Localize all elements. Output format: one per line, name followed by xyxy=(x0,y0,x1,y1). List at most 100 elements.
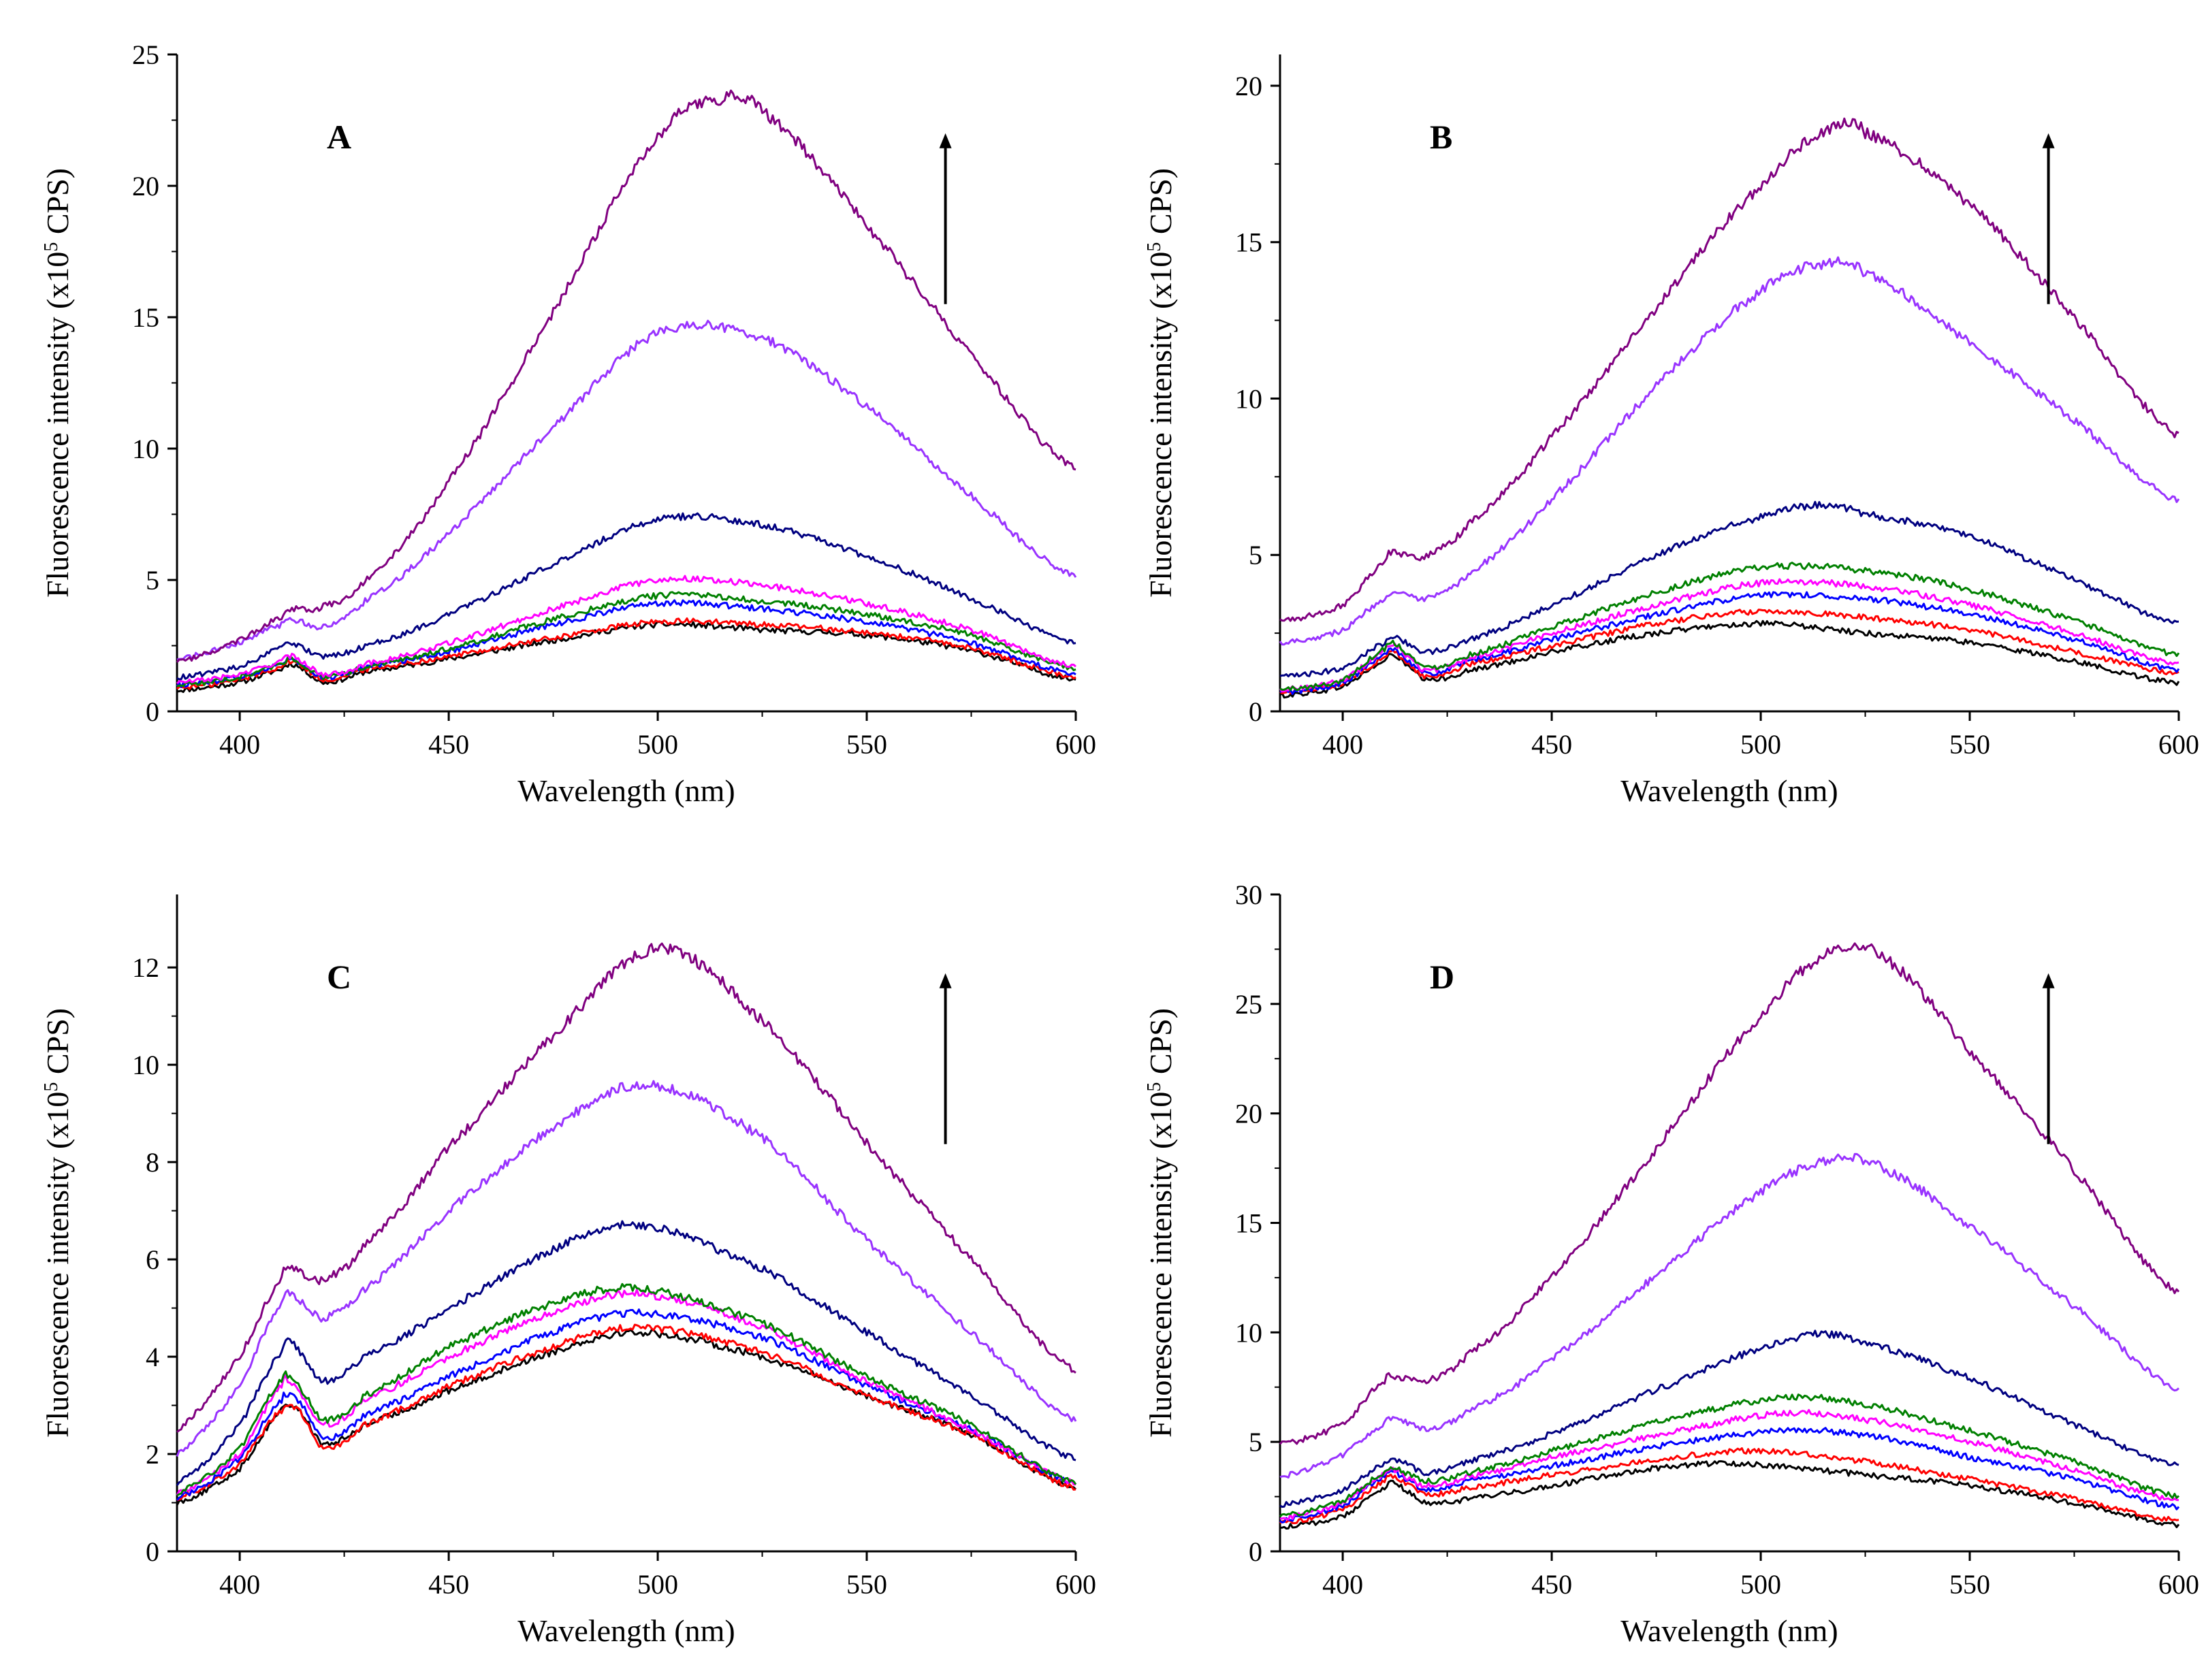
panel-d: 400 450 500 550 600 0 5 10 15 20 25 30 Wavelength (n… xyxy=(1103,840,2206,1680)
y-tick-label: 10 xyxy=(1235,1317,1262,1348)
panel-letter: C xyxy=(327,958,351,996)
y-tick-label: 10 xyxy=(1235,383,1262,414)
series-line-green xyxy=(176,591,1076,688)
y-tick-label: 30 xyxy=(1235,879,1262,910)
panel-letter: B xyxy=(1430,118,1452,156)
x-tick-label: 450 xyxy=(1531,1569,1572,1600)
panel-a: 400 450 500 550 600 0 5 10 15 20 25 Wavelength (nm)… xyxy=(0,0,1103,840)
x-axis-title: Wavelength (nm) xyxy=(517,773,735,808)
y-tick-label: 8 xyxy=(146,1147,159,1178)
chart-svg: 400 450 500 550 600 0 5 10 15 20 Wavelength (nm) Fl… xyxy=(1143,54,2199,808)
x-tick-label: 500 xyxy=(1740,1569,1781,1600)
trend-arrow-up-icon xyxy=(2042,973,2055,988)
y-tick-label: 4 xyxy=(146,1342,159,1372)
x-tick-label: 400 xyxy=(219,729,260,760)
x-tick-label: 550 xyxy=(846,729,887,760)
series-line-violet xyxy=(176,319,1077,661)
series-line-violet xyxy=(1279,1152,2179,1479)
y-tick-label: 10 xyxy=(132,434,159,464)
trend-arrow-up-icon xyxy=(939,133,952,148)
x-tick-label: 550 xyxy=(846,1569,887,1600)
y-tick-label: 5 xyxy=(1249,540,1262,570)
x-tick-label: 600 xyxy=(1055,1569,1096,1600)
series-line-green xyxy=(176,1282,1077,1496)
trend-arrow-up-icon xyxy=(939,973,952,988)
series-line-green xyxy=(1279,562,2180,692)
chart-svg: 400 450 500 550 600 0 5 10 15 20 25 Wavelength (nm)… xyxy=(40,39,1096,808)
x-tick-label: 450 xyxy=(428,729,469,760)
x-tick-label: 550 xyxy=(1949,729,1990,760)
series-line-green xyxy=(1279,1393,2180,1517)
y-axis-title: Fluorescence intensity (x105 CPS) xyxy=(40,168,75,598)
y-tick-label: 0 xyxy=(146,696,159,727)
x-tick-label: 400 xyxy=(1322,1569,1363,1600)
chart-svg: 400 450 500 550 600 0 5 10 15 20 25 30 Wavelength (n… xyxy=(1143,879,2199,1648)
series-line-magenta xyxy=(1279,578,2179,693)
y-tick-label: 12 xyxy=(132,952,159,983)
series-line-blue xyxy=(1279,1427,2180,1523)
x-tick-label: 450 xyxy=(1531,729,1572,760)
series-line-navy xyxy=(1279,500,2179,678)
series-line-red xyxy=(176,1323,1076,1502)
y-tick-label: 10 xyxy=(132,1050,159,1080)
x-tick-label: 500 xyxy=(1740,729,1781,760)
series-line-purple xyxy=(176,942,1076,1433)
series-line-navy xyxy=(176,512,1076,681)
x-tick-label: 600 xyxy=(1055,729,1096,760)
series-line-navy xyxy=(176,1220,1076,1487)
series-line-black xyxy=(176,621,1076,693)
x-tick-label: 400 xyxy=(1322,729,1363,760)
x-tick-label: 450 xyxy=(428,1569,469,1600)
x-tick-label: 600 xyxy=(2158,729,2199,760)
y-tick-label: 15 xyxy=(132,302,159,333)
y-tick-label: 6 xyxy=(146,1244,159,1275)
y-tick-label: 0 xyxy=(1249,696,1262,727)
x-axis-title: Wavelength (nm) xyxy=(1620,1613,1838,1648)
y-tick-label: 20 xyxy=(1235,71,1262,101)
y-tick-label: 0 xyxy=(146,1536,159,1567)
panel-letter: A xyxy=(327,118,351,156)
x-tick-label: 400 xyxy=(219,1569,260,1600)
series-line-purple xyxy=(176,89,1076,663)
series-line-magenta xyxy=(176,1289,1076,1496)
x-axis-title: Wavelength (nm) xyxy=(517,1613,735,1648)
series-line-violet xyxy=(176,1080,1077,1457)
x-tick-label: 600 xyxy=(2158,1569,2199,1600)
y-tick-label: 20 xyxy=(132,171,159,201)
y-tick-label: 20 xyxy=(1235,1099,1262,1129)
x-tick-label: 550 xyxy=(1949,1569,1990,1600)
y-tick-label: 5 xyxy=(146,565,159,596)
series-line-red xyxy=(1279,609,2179,695)
y-tick-label: 2 xyxy=(146,1439,159,1470)
series-line-blue xyxy=(1279,591,2180,695)
series-line-purple xyxy=(1279,942,2180,1445)
series-line-violet xyxy=(1279,256,2180,646)
series-line-magenta xyxy=(1279,1408,2179,1521)
series-line-black xyxy=(1279,1460,2180,1530)
y-tick-label: 5 xyxy=(1249,1427,1262,1457)
panel-b: 400 450 500 550 600 0 5 10 15 20 Wavelength (nm) Fl… xyxy=(1103,0,2206,840)
x-tick-label: 500 xyxy=(637,1569,678,1600)
series-line-black xyxy=(1279,619,2180,699)
y-tick-label: 25 xyxy=(1235,989,1262,1020)
y-tick-label: 15 xyxy=(1235,227,1262,258)
series-line-magenta xyxy=(176,575,1077,685)
y-tick-label: 15 xyxy=(1235,1208,1262,1239)
trend-arrow-up-icon xyxy=(2042,133,2055,148)
series-line-red xyxy=(176,617,1076,690)
series-line-purple xyxy=(1279,117,2179,622)
series-line-blue xyxy=(176,1308,1077,1501)
panel-letter: D xyxy=(1430,958,1454,996)
y-axis-title: Fluorescence intensity (x105 CPS) xyxy=(1143,168,1178,598)
x-axis-title: Wavelength (nm) xyxy=(1620,773,1838,808)
chart-svg: 400 450 500 550 600 0 2 4 6 8 10 12 Wavelength (nm) F… xyxy=(40,894,1096,1648)
y-axis-title: Fluorescence intensity (x105 CPS) xyxy=(40,1008,75,1438)
x-tick-label: 500 xyxy=(637,729,678,760)
y-axis-title: Fluorescence intensity (x105 CPS) xyxy=(1143,1008,1178,1438)
y-tick-label: 25 xyxy=(132,39,159,70)
series-line-red xyxy=(1279,1447,2179,1525)
y-tick-label: 0 xyxy=(1249,1536,1262,1567)
series-line-navy xyxy=(1279,1329,2179,1508)
panel-c: 400 450 500 550 600 0 2 4 6 8 10 12 Wavelength (nm) F… xyxy=(0,840,1103,1680)
